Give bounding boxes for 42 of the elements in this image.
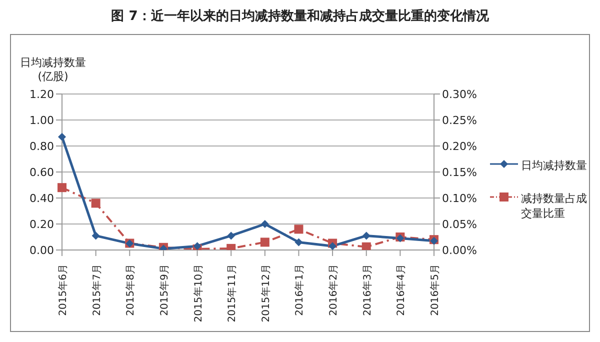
y2-tick-label: 0.10% [442, 192, 477, 205]
point [294, 238, 303, 246]
point [91, 198, 100, 208]
y-tick-label: 1.00 [30, 114, 54, 127]
y2-tick-label: 0.05% [442, 218, 477, 231]
x-tick-label: 2015年10月 [192, 264, 204, 322]
y-tick-label: 0.60 [30, 166, 54, 179]
y-tick-label: 1.20 [30, 88, 54, 101]
y2-tick-label: 0.20% [442, 140, 477, 153]
y-tick-label: 0.40 [30, 192, 54, 205]
y-axis-title: 日均减持数量 (亿股) [20, 56, 86, 84]
point [260, 238, 270, 247]
x-tick-label: 2015年11月 [226, 264, 238, 322]
x-tick-label: 2016年4月 [395, 264, 408, 316]
point [362, 242, 371, 250]
legend-label: 日均减持数量 [521, 158, 587, 173]
x-tick-label: 2015年8月 [124, 264, 137, 316]
point [328, 242, 337, 250]
x-tick-label: 2015年6月 [57, 264, 69, 316]
y-tick-label: 0.00 [30, 244, 54, 257]
x-tick-label: 2015年12月 [260, 264, 272, 322]
y2-tick-label: 0.00% [442, 244, 477, 257]
point [92, 232, 100, 240]
y2-tick-label: 0.15% [442, 166, 477, 179]
x-tick-label: 2016年2月 [328, 264, 340, 316]
x-tick-label: 2016年3月 [361, 264, 374, 316]
x-tick-label: 2016年5月 [429, 264, 441, 316]
point [294, 224, 304, 234]
y-tick-label: 0.20 [30, 218, 54, 231]
point [260, 220, 269, 228]
point [227, 232, 236, 240]
x-tick-label: 2015年7月 [90, 264, 103, 316]
point [362, 232, 370, 240]
point [58, 132, 66, 141]
chart-title: 图 7：近一年以来的日均减持数量和减持占成交量比重的变化情况 [110, 8, 490, 26]
y-tick-label: 0.80 [30, 140, 54, 153]
x-tick-label: 2016年1月 [294, 264, 306, 316]
y2-tick-label: 0.25% [442, 114, 477, 127]
legend-label: 减持数量占成交量比重 [521, 191, 587, 221]
point [58, 183, 66, 192]
y2-tick-label: 0.30% [442, 88, 477, 101]
x-tick-label: 2015年9月 [158, 264, 170, 316]
